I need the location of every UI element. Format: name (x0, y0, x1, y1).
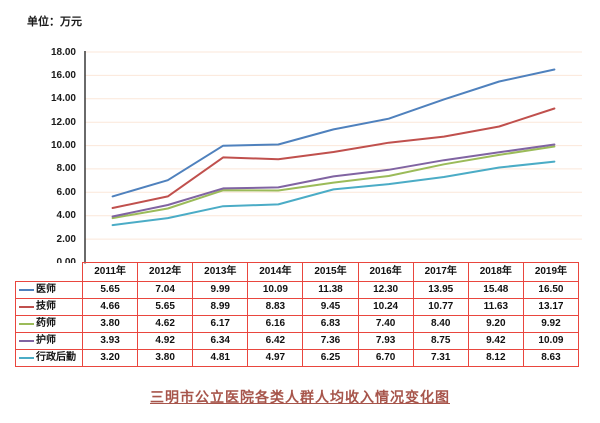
value-cell: 7.40 (357, 315, 414, 333)
legend-label: 技师 (36, 301, 56, 312)
year-header-cell: 2017年 (412, 262, 469, 282)
value-cell: 16.50 (522, 281, 580, 299)
legend-cell: 医师 (15, 281, 83, 299)
series-line-3 (111, 143, 556, 218)
value-cell: 4.97 (247, 349, 304, 367)
unit-label: 单位：万元 (27, 16, 82, 28)
value-cell: 11.38 (302, 281, 359, 299)
year-header-cell: 2012年 (137, 262, 194, 282)
value-cell: 10.09 (522, 332, 580, 350)
value-cell: 12.30 (357, 281, 414, 299)
value-cell: 4.81 (192, 349, 249, 367)
value-cell: 3.20 (81, 349, 139, 367)
value-cell: 4.62 (137, 315, 194, 333)
y-tick-label: 4.00 (56, 210, 76, 222)
series-line-4 (111, 160, 556, 227)
value-cell: 3.80 (81, 315, 139, 333)
value-cell: 9.42 (467, 332, 524, 350)
year-header-cell: 2013年 (192, 262, 249, 282)
legend-cell: 药师 (15, 315, 83, 333)
y-tick-label: 10.00 (50, 140, 76, 152)
legend-cell: 技师 (15, 298, 83, 316)
legend-label: 药师 (36, 318, 56, 329)
value-cell: 7.93 (357, 332, 414, 350)
value-cell: 8.75 (412, 332, 469, 350)
value-cell: 8.12 (467, 349, 524, 367)
y-tick-label: 14.00 (50, 93, 76, 105)
legend-line-icon (19, 306, 34, 308)
value-cell: 4.66 (81, 298, 139, 316)
year-header-cell: 2014年 (247, 262, 304, 282)
y-tick-label: 16.00 (50, 69, 76, 81)
value-cell: 7.36 (302, 332, 359, 350)
table-row: 技师 4.66 5.65 8.99 8.83 9.45 10.24 10.77 11.63 13.… (15, 298, 580, 316)
legend-label: 医师 (36, 284, 56, 295)
value-cell: 8.40 (412, 315, 469, 333)
year-header-cell: 2019年 (522, 262, 580, 282)
value-cell: 5.65 (137, 298, 194, 316)
value-cell: 6.83 (302, 315, 359, 333)
value-cell: 10.09 (247, 281, 304, 299)
y-tick-label: 8.00 (56, 163, 76, 175)
value-cell: 6.16 (247, 315, 304, 333)
legend-line-icon (19, 357, 34, 359)
value-cell: 10.77 (412, 298, 469, 316)
year-header-cell: 2018年 (467, 262, 524, 282)
table-row: 护师 3.93 4.92 6.34 6.42 7.36 7.93 8.75 9.42 10.09 (15, 332, 580, 350)
legend-cell: 行政后勤 (15, 349, 83, 367)
value-cell: 6.42 (247, 332, 304, 350)
value-cell: 10.24 (357, 298, 414, 316)
value-cell: 6.17 (192, 315, 249, 333)
legend-label: 行政后勤 (36, 352, 76, 363)
table-row: 医师 5.65 7.04 9.99 10.09 11.38 12.30 13.95 15.48 1… (15, 281, 580, 299)
value-cell: 6.25 (302, 349, 359, 367)
legend-line-icon (19, 340, 34, 342)
table-corner-cell (15, 262, 83, 282)
value-cell: 9.45 (302, 298, 359, 316)
legend-cell: 护师 (15, 332, 83, 350)
series-line-0 (111, 68, 556, 198)
value-cell: 8.83 (247, 298, 304, 316)
year-header-cell: 2011年 (81, 262, 139, 282)
y-tick-label: 12.00 (50, 116, 76, 128)
data-table: 2011年 2012年 2013年 2014年 2015年 2016年 2017年 2018年… (15, 262, 580, 367)
value-cell: 3.80 (137, 349, 194, 367)
table-row: 行政后勤 3.20 3.80 4.81 4.97 6.25 6.70 7.31 8.12 8.63 (15, 349, 580, 367)
value-cell: 7.31 (412, 349, 469, 367)
y-tick-label: 6.00 (56, 186, 76, 198)
legend-label: 护师 (36, 335, 56, 346)
value-cell: 6.34 (192, 332, 249, 350)
value-cell: 5.65 (81, 281, 139, 299)
year-header-cell: 2015年 (302, 262, 359, 282)
value-cell: 8.99 (192, 298, 249, 316)
year-header-cell: 2016年 (357, 262, 414, 282)
value-cell: 4.92 (137, 332, 194, 350)
value-cell: 9.92 (522, 315, 580, 333)
value-cell: 3.93 (81, 332, 139, 350)
table-header-row: 2011年 2012年 2013年 2014年 2015年 2016年 2017年 2018年… (15, 262, 580, 282)
y-tick-label: 18.00 (50, 46, 76, 58)
value-cell: 11.63 (467, 298, 524, 316)
series-line-2 (111, 145, 556, 220)
value-cell: 13.95 (412, 281, 469, 299)
value-cell: 7.04 (137, 281, 194, 299)
value-cell: 8.63 (522, 349, 580, 367)
line-chart-canvas (84, 51, 582, 264)
chart-title: 三明市公立医院各类人群人均收入情况变化图 (150, 389, 450, 405)
value-cell: 6.70 (357, 349, 414, 367)
legend-line-icon (19, 289, 34, 291)
value-cell: 13.17 (522, 298, 580, 316)
table-row: 药师 3.80 4.62 6.17 6.16 6.83 7.40 8.40 9.20 9.92 (15, 315, 580, 333)
value-cell: 9.20 (467, 315, 524, 333)
y-tick-label: 2.00 (56, 233, 76, 245)
legend-line-icon (19, 323, 34, 325)
value-cell: 9.99 (192, 281, 249, 299)
value-cell: 15.48 (467, 281, 524, 299)
series-line-1 (111, 107, 556, 209)
